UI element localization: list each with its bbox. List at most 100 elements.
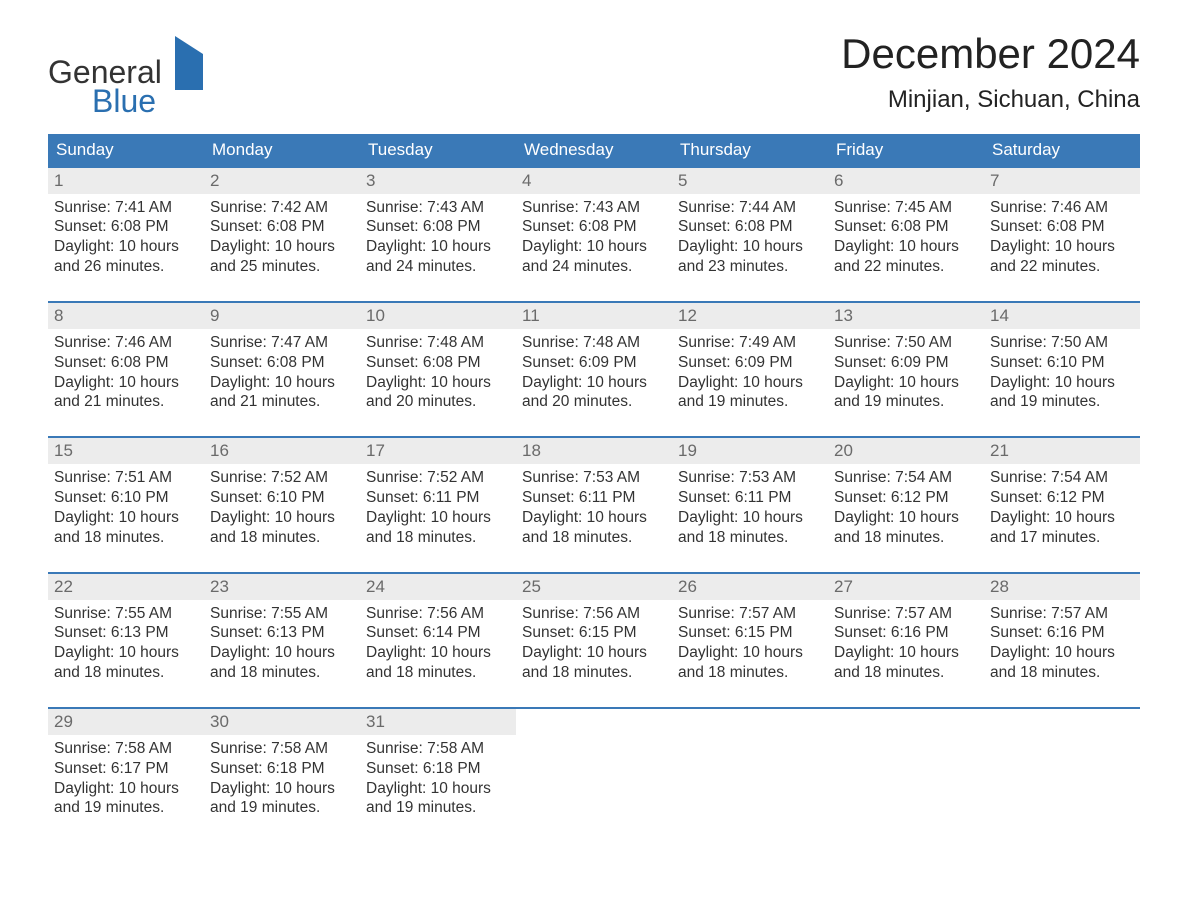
day-details: Sunrise: 7:57 AMSunset: 6:16 PMDaylight:… <box>984 600 1140 707</box>
sunrise-text: Sunrise: 7:41 AM <box>54 198 198 218</box>
table-row: 8Sunrise: 7:46 AMSunset: 6:08 PMDaylight… <box>48 302 1140 437</box>
table-row: 15Sunrise: 7:51 AMSunset: 6:10 PMDayligh… <box>48 437 1140 572</box>
weekday-sun: Sunday <box>48 134 204 167</box>
sunrise-text: Sunrise: 7:57 AM <box>990 604 1134 624</box>
day-number: 8 <box>48 303 204 329</box>
sunrise-text: Sunrise: 7:57 AM <box>834 604 978 624</box>
day-cell: 31Sunrise: 7:58 AMSunset: 6:18 PMDayligh… <box>360 708 516 842</box>
daylight-text-2: and 19 minutes. <box>990 392 1134 412</box>
day-number: 12 <box>672 303 828 329</box>
sunrise-text: Sunrise: 7:48 AM <box>366 333 510 353</box>
daylight-text-2: and 18 minutes. <box>678 663 822 683</box>
day-cell: 4Sunrise: 7:43 AMSunset: 6:08 PMDaylight… <box>516 167 672 302</box>
day-number: 5 <box>672 168 828 194</box>
day-details: Sunrise: 7:48 AMSunset: 6:08 PMDaylight:… <box>360 329 516 436</box>
sunrise-text: Sunrise: 7:54 AM <box>990 468 1134 488</box>
day-details: Sunrise: 7:43 AMSunset: 6:08 PMDaylight:… <box>516 194 672 301</box>
day-details: Sunrise: 7:47 AMSunset: 6:08 PMDaylight:… <box>204 329 360 436</box>
sunset-text: Sunset: 6:18 PM <box>210 759 354 779</box>
sunset-text: Sunset: 6:13 PM <box>210 623 354 643</box>
day-details: Sunrise: 7:54 AMSunset: 6:12 PMDaylight:… <box>984 464 1140 571</box>
weekday-mon: Monday <box>204 134 360 167</box>
sunrise-text: Sunrise: 7:46 AM <box>54 333 198 353</box>
title-block: December 2024 Minjian, Sichuan, China <box>841 30 1140 114</box>
sunset-text: Sunset: 6:10 PM <box>210 488 354 508</box>
day-cell: 20Sunrise: 7:54 AMSunset: 6:12 PMDayligh… <box>828 437 984 572</box>
day-details: Sunrise: 7:55 AMSunset: 6:13 PMDaylight:… <box>204 600 360 707</box>
day-details: Sunrise: 7:41 AMSunset: 6:08 PMDaylight:… <box>48 194 204 301</box>
day-number: 27 <box>828 574 984 600</box>
sunrise-text: Sunrise: 7:43 AM <box>522 198 666 218</box>
sunrise-text: Sunrise: 7:53 AM <box>522 468 666 488</box>
sunset-text: Sunset: 6:08 PM <box>678 217 822 237</box>
table-row: 1Sunrise: 7:41 AMSunset: 6:08 PMDaylight… <box>48 167 1140 302</box>
day-details: Sunrise: 7:42 AMSunset: 6:08 PMDaylight:… <box>204 194 360 301</box>
daylight-text-2: and 21 minutes. <box>210 392 354 412</box>
weekday-tue: Tuesday <box>360 134 516 167</box>
sunrise-text: Sunrise: 7:45 AM <box>834 198 978 218</box>
daylight-text-2: and 18 minutes. <box>54 528 198 548</box>
sunrise-text: Sunrise: 7:42 AM <box>210 198 354 218</box>
day-details: Sunrise: 7:58 AMSunset: 6:18 PMDaylight:… <box>360 735 516 842</box>
day-details: Sunrise: 7:51 AMSunset: 6:10 PMDaylight:… <box>48 464 204 571</box>
sunset-text: Sunset: 6:15 PM <box>522 623 666 643</box>
daylight-text-2: and 18 minutes. <box>678 528 822 548</box>
sunset-text: Sunset: 6:08 PM <box>990 217 1134 237</box>
sunset-text: Sunset: 6:08 PM <box>366 353 510 373</box>
daylight-text-1: Daylight: 10 hours <box>54 237 198 257</box>
day-cell: 23Sunrise: 7:55 AMSunset: 6:13 PMDayligh… <box>204 573 360 708</box>
weekday-thu: Thursday <box>672 134 828 167</box>
day-cell: 10Sunrise: 7:48 AMSunset: 6:08 PMDayligh… <box>360 302 516 437</box>
sunrise-text: Sunrise: 7:43 AM <box>366 198 510 218</box>
weekday-wed: Wednesday <box>516 134 672 167</box>
daylight-text-1: Daylight: 10 hours <box>522 508 666 528</box>
day-details: Sunrise: 7:58 AMSunset: 6:17 PMDaylight:… <box>48 735 204 842</box>
day-details: Sunrise: 7:53 AMSunset: 6:11 PMDaylight:… <box>672 464 828 571</box>
day-number: 15 <box>48 438 204 464</box>
daylight-text-1: Daylight: 10 hours <box>210 373 354 393</box>
day-number: 7 <box>984 168 1140 194</box>
day-cell <box>828 708 984 842</box>
daylight-text-2: and 25 minutes. <box>210 257 354 277</box>
day-number: 30 <box>204 709 360 735</box>
day-cell: 30Sunrise: 7:58 AMSunset: 6:18 PMDayligh… <box>204 708 360 842</box>
day-cell: 8Sunrise: 7:46 AMSunset: 6:08 PMDaylight… <box>48 302 204 437</box>
day-number: 9 <box>204 303 360 329</box>
day-cell: 15Sunrise: 7:51 AMSunset: 6:10 PMDayligh… <box>48 437 204 572</box>
sunset-text: Sunset: 6:10 PM <box>990 353 1134 373</box>
daylight-text-1: Daylight: 10 hours <box>990 643 1134 663</box>
day-details: Sunrise: 7:44 AMSunset: 6:08 PMDaylight:… <box>672 194 828 301</box>
daylight-text-2: and 18 minutes. <box>522 528 666 548</box>
sunrise-text: Sunrise: 7:44 AM <box>678 198 822 218</box>
day-details: Sunrise: 7:46 AMSunset: 6:08 PMDaylight:… <box>48 329 204 436</box>
sunset-text: Sunset: 6:08 PM <box>366 217 510 237</box>
daylight-text-1: Daylight: 10 hours <box>522 643 666 663</box>
daylight-text-2: and 20 minutes. <box>522 392 666 412</box>
daylight-text-2: and 18 minutes. <box>834 528 978 548</box>
day-cell: 14Sunrise: 7:50 AMSunset: 6:10 PMDayligh… <box>984 302 1140 437</box>
logo: General Blue <box>48 58 203 116</box>
day-number: 13 <box>828 303 984 329</box>
daylight-text-2: and 18 minutes. <box>210 663 354 683</box>
daylight-text-2: and 18 minutes. <box>990 663 1134 683</box>
daylight-text-2: and 18 minutes. <box>522 663 666 683</box>
daylight-text-1: Daylight: 10 hours <box>54 508 198 528</box>
sunset-text: Sunset: 6:18 PM <box>366 759 510 779</box>
sunrise-text: Sunrise: 7:48 AM <box>522 333 666 353</box>
sunrise-text: Sunrise: 7:54 AM <box>834 468 978 488</box>
weekday-fri: Friday <box>828 134 984 167</box>
location-label: Minjian, Sichuan, China <box>841 86 1140 114</box>
weekday-header-row: Sunday Monday Tuesday Wednesday Thursday… <box>48 134 1140 167</box>
day-cell: 5Sunrise: 7:44 AMSunset: 6:08 PMDaylight… <box>672 167 828 302</box>
daylight-text-2: and 19 minutes. <box>834 392 978 412</box>
day-number: 20 <box>828 438 984 464</box>
daylight-text-1: Daylight: 10 hours <box>834 237 978 257</box>
day-cell: 7Sunrise: 7:46 AMSunset: 6:08 PMDaylight… <box>984 167 1140 302</box>
day-cell: 27Sunrise: 7:57 AMSunset: 6:16 PMDayligh… <box>828 573 984 708</box>
calendar-body: 1Sunrise: 7:41 AMSunset: 6:08 PMDaylight… <box>48 167 1140 843</box>
day-cell <box>672 708 828 842</box>
daylight-text-1: Daylight: 10 hours <box>678 237 822 257</box>
sunset-text: Sunset: 6:12 PM <box>990 488 1134 508</box>
day-number: 29 <box>48 709 204 735</box>
day-details: Sunrise: 7:57 AMSunset: 6:15 PMDaylight:… <box>672 600 828 707</box>
